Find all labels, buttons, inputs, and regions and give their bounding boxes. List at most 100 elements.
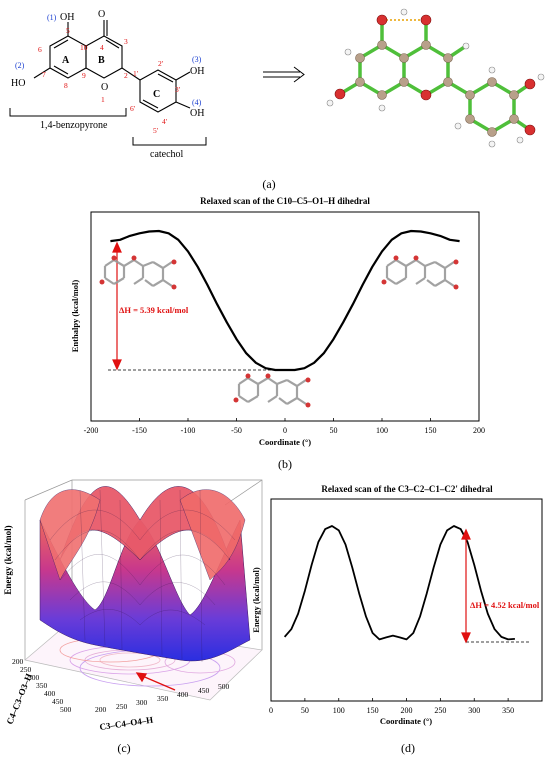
- svg-text:300: 300: [136, 698, 148, 707]
- hydroxyl-id-2: (2): [15, 61, 25, 70]
- chart-b-delta-arrow: [112, 241, 122, 371]
- hydroxyl-id-1: (1): [47, 13, 57, 22]
- svg-text:200: 200: [95, 705, 107, 714]
- oh-c3p: OH: [190, 66, 204, 77]
- oh-c4p: OH: [190, 108, 204, 119]
- oh-c7: HO: [11, 78, 25, 89]
- caption-c: (c): [117, 741, 130, 755]
- svg-text:8: 8: [64, 81, 68, 90]
- svg-text:7: 7: [42, 70, 46, 79]
- x-tick-label: 250: [434, 706, 446, 715]
- svg-text:9: 9: [82, 71, 86, 80]
- chart-b-annotation: ΔH = 5.39 kcal/mol: [119, 305, 189, 315]
- hydroxyl-id-4: (4): [192, 98, 202, 107]
- conformer-bottom-icon: [233, 373, 311, 408]
- atom-numbers: 5 10 4 3 6 7 8 9 2 1 1' 2' 3' 4' 5' 6': [38, 26, 181, 135]
- oh-c5: OH: [60, 12, 74, 23]
- svg-text:400: 400: [177, 690, 189, 699]
- molecule-3d-model: [326, 8, 545, 148]
- x-tick-label: 100: [333, 706, 345, 715]
- svg-text:1': 1': [133, 69, 139, 78]
- svg-text:400: 400: [44, 689, 56, 698]
- x-tick-label: 50: [330, 426, 338, 435]
- atom-labels: O OH HO O OH OH: [11, 9, 204, 119]
- chart-d-delta-arrow: [461, 528, 471, 644]
- ring-a-label: A: [62, 55, 70, 66]
- svg-text:4': 4': [162, 117, 168, 126]
- ring-c-label: C: [153, 89, 160, 100]
- x-tick-label: 200: [473, 426, 485, 435]
- svg-text:2': 2': [158, 59, 164, 68]
- svg-text:3: 3: [124, 37, 128, 46]
- conformer-left-icon: [99, 255, 177, 290]
- chart-c-x-ticks: 200 250 300 350 400 450 500: [95, 682, 230, 714]
- panel-a-structure: [33, 20, 191, 113]
- svg-text:4: 4: [100, 43, 104, 52]
- svg-text:250: 250: [116, 702, 128, 711]
- chart-b-x-ticks: -200 -150 -100 -50 0 50 100 150 200: [84, 418, 485, 435]
- x-tick-label: -100: [181, 426, 196, 435]
- svg-text:450: 450: [198, 686, 210, 695]
- chart-b-xlabel: Coordinate (°): [259, 437, 311, 447]
- caption-d: (d): [401, 741, 415, 755]
- svg-text:6': 6': [130, 104, 136, 113]
- chart-b-series-line: [110, 229, 460, 372]
- svg-text:1: 1: [101, 95, 105, 104]
- catechol-label: catechol: [150, 149, 184, 160]
- x-tick-label: 150: [367, 706, 379, 715]
- chart-d-annotation: ΔH = 4.52 kcal/mol: [470, 600, 540, 610]
- surface-mesh: [49, 489, 236, 663]
- x-tick-label: 300: [468, 706, 480, 715]
- ring-b-label: B: [98, 55, 105, 66]
- svg-text:300: 300: [28, 673, 40, 682]
- svg-text:500: 500: [218, 682, 230, 691]
- chart-b-title: Relaxed scan of the C10–C5–O1–H dihedral: [200, 196, 370, 206]
- caption-b: (b): [278, 457, 292, 471]
- implies-arrow-icon: [263, 66, 305, 83]
- svg-text:6: 6: [38, 45, 42, 54]
- svg-text:350: 350: [157, 694, 169, 703]
- chart-c-y-ticks: 200 250 300 350 400 450 500: [12, 657, 72, 714]
- x-tick-label: 0: [269, 706, 273, 715]
- chart-c-xlabel: C3–C4–O4–H: [99, 715, 154, 732]
- svg-text:450: 450: [52, 697, 64, 706]
- svg-text:200: 200: [12, 657, 24, 666]
- benzopyrone-bracket: [9, 108, 127, 117]
- svg-text:10: 10: [80, 43, 88, 52]
- x-tick-label: 150: [425, 426, 437, 435]
- chart-c-ylabel: C4–C3–O3–H: [4, 672, 34, 726]
- x-tick-label: -150: [132, 426, 147, 435]
- x-tick-label: 0: [283, 426, 287, 435]
- chart-c-zlabel: Energy (kcal/mol): [3, 525, 13, 594]
- chart-d-series-line: [283, 525, 515, 641]
- ring-oxygen: O: [101, 82, 108, 93]
- x-tick-label: 100: [376, 426, 388, 435]
- chart-d-ylabel: Energy (kcal/mol): [251, 567, 261, 633]
- caption-a: (a): [262, 177, 275, 191]
- panel-c-surface-plot: [24, 479, 263, 701]
- chart-b-frame: [90, 211, 480, 422]
- chart-d-xlabel: Coordinate (°): [380, 716, 432, 726]
- benzopyrone-label: 1,4-benzopyrone: [40, 120, 108, 131]
- minimum-arrow: [135, 672, 176, 691]
- x-tick-label: 200: [401, 706, 413, 715]
- svg-text:350: 350: [36, 681, 48, 690]
- svg-text:3': 3': [175, 85, 181, 94]
- chart-d-title: Relaxed scan of the C3–C2–C1–C2' dihedra…: [321, 484, 493, 494]
- chart-b-ylabel: Enthalpy (kcal/mol): [70, 280, 80, 353]
- svg-text:250: 250: [20, 665, 32, 674]
- svg-text:5': 5': [153, 126, 159, 135]
- svg-text:500: 500: [60, 705, 72, 714]
- x-tick-label: 50: [301, 706, 309, 715]
- conformer-right-icon: [381, 255, 459, 290]
- hydroxyl-id-3: (3): [192, 55, 202, 64]
- chart-d-x-ticks: 0 50 100 150 200 250 300 350: [269, 698, 514, 715]
- x-tick-label: 350: [502, 706, 514, 715]
- svg-text:5: 5: [66, 26, 70, 35]
- x-tick-label: -200: [84, 426, 99, 435]
- catechol-bracket: [132, 137, 207, 146]
- svg-text:2: 2: [124, 71, 128, 80]
- x-tick-label: -50: [231, 426, 242, 435]
- carbonyl-o: O: [98, 9, 105, 20]
